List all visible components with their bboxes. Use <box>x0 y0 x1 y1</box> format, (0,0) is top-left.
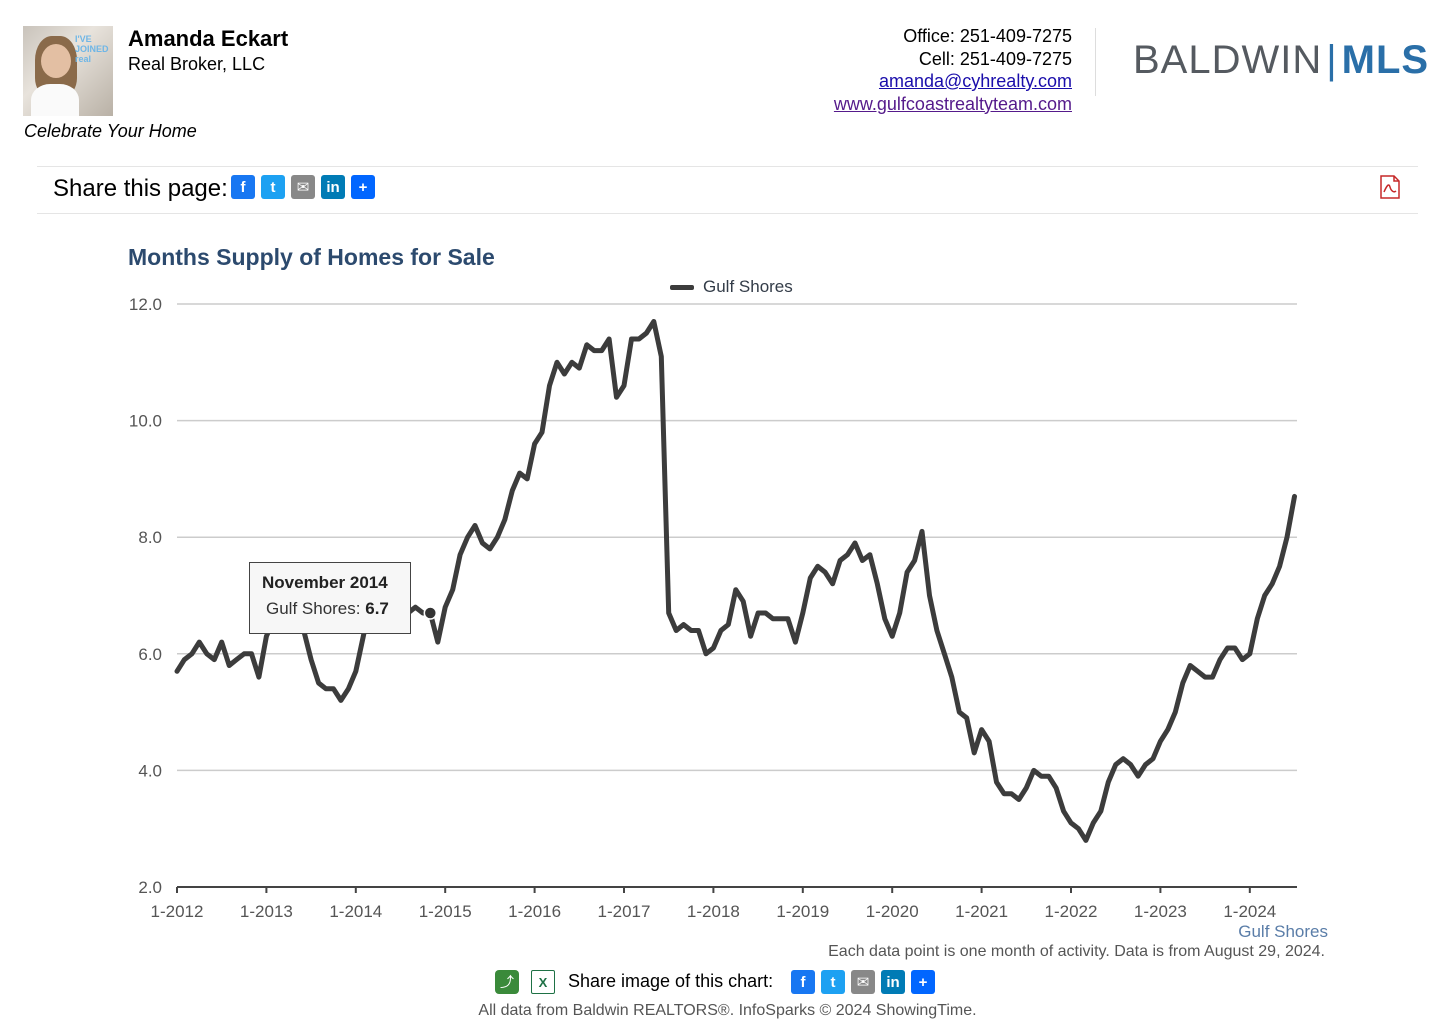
excel-export-icon[interactable]: X <box>531 970 555 994</box>
y-tick-label: 12.0 <box>129 295 162 314</box>
linkedin-icon[interactable]: in <box>321 175 345 199</box>
y-tick-label: 6.0 <box>138 645 162 664</box>
header-divider <box>1095 28 1096 96</box>
legend-swatch <box>670 284 694 290</box>
tooltip-title: November 2014 <box>262 573 388 592</box>
x-tick-label: 1-2019 <box>776 902 829 921</box>
email-link[interactable]: amanda@cyhrealty.com <box>878 71 1072 91</box>
x-tick-label: 1-2020 <box>866 902 919 921</box>
x-tick-label: 1-2013 <box>240 902 293 921</box>
footer-credit: All data from Baldwin REALTORS®. InfoSpa… <box>478 1002 977 1019</box>
x-tick-label: 1-2015 <box>419 902 472 921</box>
x-tick-label: 1-2024 <box>1223 902 1276 921</box>
data-note: Each data point is one month of activity… <box>828 943 1325 960</box>
website-link[interactable]: www.gulfcoastrealtyteam.com <box>833 93 1072 114</box>
x-tick-label: 1-2018 <box>687 902 740 921</box>
share-chart-icon[interactable]: ⤴ <box>495 970 519 994</box>
tooltip-series: Gulf Shores: <box>266 599 361 618</box>
page-header: I'VE JOINED real Amanda Eckart Real Brok… <box>0 0 1455 160</box>
avatar-badge: I'VE JOINED real <box>75 34 109 64</box>
share-plus-icon[interactable]: + <box>351 175 375 199</box>
office-phone: Office: 251-409-7275 <box>903 26 1072 46</box>
x-tick-label: 1-2014 <box>329 902 382 921</box>
contact-block: Office: 251-409-7275 Cell: 251-409-7275 … <box>834 25 1072 115</box>
x-axis: 1-2012 1-2013 1-2014 1-2015 1-2016 1-2017 1-20… <box>151 886 1297 921</box>
y-axis: 2.0 4.0 6.0 8.0 10.0 12.0 <box>129 295 162 897</box>
y-tick-label: 8.0 <box>138 528 162 547</box>
avatar-body <box>31 84 79 116</box>
x-tick-label: 1-2017 <box>598 902 651 921</box>
agent-company: Real Broker, LLC <box>128 54 266 74</box>
avatar-face <box>41 44 71 78</box>
chart-series <box>174 319 1297 843</box>
twitter-icon[interactable]: t <box>261 175 285 199</box>
share-chart-label: Share image of this chart: <box>568 971 774 991</box>
x-tick-label: 1-2022 <box>1045 902 1098 921</box>
share-bar: Share this page: f t ✉ in + <box>37 166 1418 214</box>
x-tick-label: 1-2016 <box>508 902 561 921</box>
agent-tagline: Celebrate Your Home <box>24 121 197 141</box>
pdf-icon[interactable] <box>1379 175 1401 199</box>
chart-title: Months Supply of Homes for Sale <box>128 244 495 270</box>
x-tick-label: 1-2021 <box>955 902 1008 921</box>
x-tick-label: 1-2012 <box>151 902 204 921</box>
facebook-icon[interactable]: f <box>791 970 815 994</box>
chart-grid <box>177 303 1297 772</box>
facebook-icon[interactable]: f <box>231 175 255 199</box>
tooltip-value: 6.7 <box>365 599 389 618</box>
logo-baldwin: BALDWIN <box>1133 38 1323 82</box>
legend-label: Gulf Shores <box>703 277 793 296</box>
agent-avatar: I'VE JOINED real <box>23 26 113 116</box>
share-page-icons: f t ✉ in + <box>231 175 375 199</box>
agent-name: Amanda Eckart <box>128 26 289 51</box>
tooltip-body: Gulf Shores: 6.7 <box>266 599 389 619</box>
linkedin-icon[interactable]: in <box>881 970 905 994</box>
share-chart-icons: f t ✉ in + <box>791 970 935 994</box>
series-caption: Gulf Shores <box>1238 922 1328 941</box>
logo-mls: MLS <box>1341 38 1430 82</box>
series-line-gulf-shores <box>174 319 1297 843</box>
share-plus-icon[interactable]: + <box>911 970 935 994</box>
y-tick-label: 2.0 <box>138 878 162 897</box>
x-tick-label: 1-2023 <box>1134 902 1187 921</box>
chart-legend[interactable]: Gulf Shores <box>670 277 793 297</box>
y-tick-label: 10.0 <box>129 412 162 431</box>
share-page-label: Share this page: <box>53 175 228 202</box>
highlighted-point <box>423 606 438 620</box>
cell-phone: Cell: 251-409-7275 <box>918 48 1072 69</box>
logo-separator: | <box>1326 38 1338 82</box>
y-tick-label: 4.0 <box>138 761 162 780</box>
chart-tooltip: November 2014 Gulf Shores: 6.7 <box>249 562 411 634</box>
email-icon[interactable]: ✉ <box>851 970 875 994</box>
email-icon[interactable]: ✉ <box>291 175 315 199</box>
baldwin-mls-logo: BALDWIN | MLS <box>1133 38 1429 83</box>
twitter-icon[interactable]: t <box>821 970 845 994</box>
